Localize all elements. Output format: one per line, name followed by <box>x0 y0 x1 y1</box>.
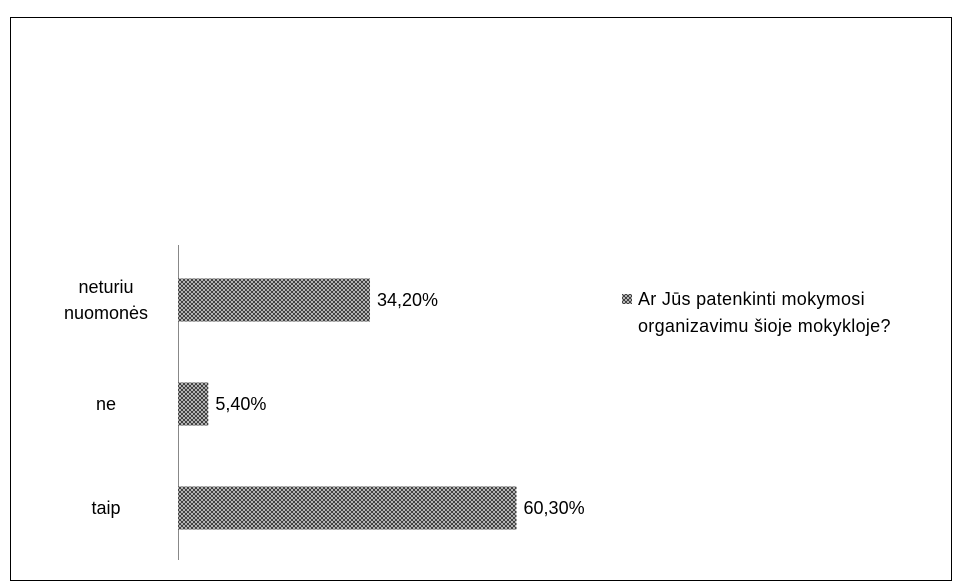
bar <box>178 486 517 530</box>
bar <box>178 382 209 426</box>
bar <box>178 278 371 322</box>
y-tick-label: ne <box>95 394 117 414</box>
legend-swatch <box>622 294 632 304</box>
data-label: 5,40% <box>215 394 266 414</box>
legend-label: Ar Jūs patenkinti mokymosi organizavimu … <box>638 289 891 336</box>
chart-border <box>10 17 952 581</box>
data-label: 34,20% <box>377 290 438 310</box>
y-tick-label: neturiu nuomonės <box>63 277 149 323</box>
data-label: 60,30% <box>524 498 585 518</box>
y-tick-label: taip <box>91 498 121 518</box>
